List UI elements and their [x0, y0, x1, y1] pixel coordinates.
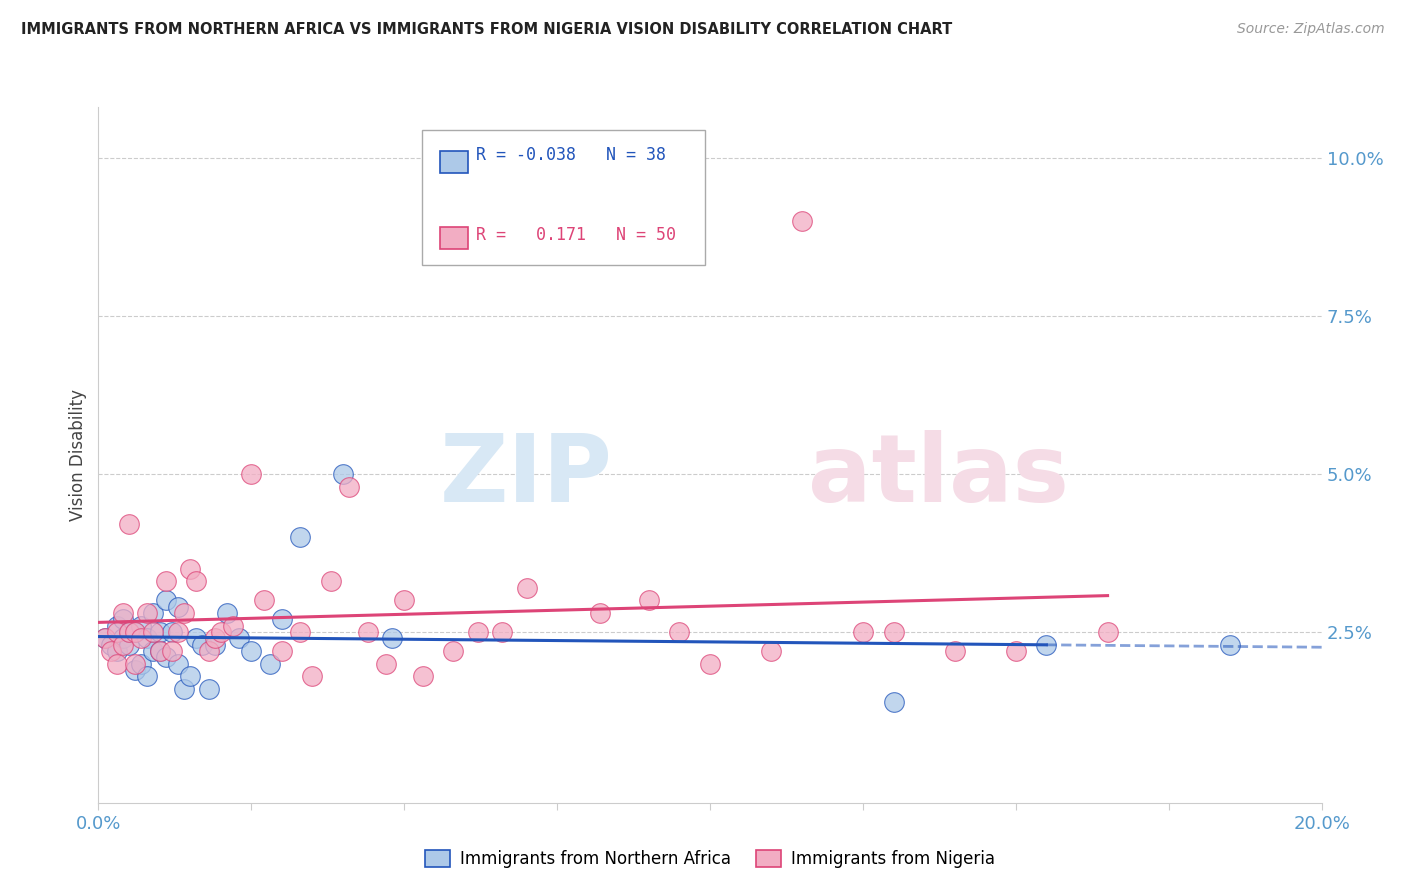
Point [883, 695, 905, 709]
Text: Source: ZipAtlas.com: Source: ZipAtlas.com [1237, 22, 1385, 37]
Point [392, 593, 416, 607]
Point [290, 530, 312, 544]
Point [155, 574, 177, 589]
Point [204, 638, 226, 652]
Point [209, 625, 232, 640]
Point [167, 657, 190, 671]
Point [142, 606, 165, 620]
Point [790, 214, 813, 228]
Point [204, 632, 226, 646]
Point [105, 644, 128, 658]
Point [136, 632, 159, 646]
Point [589, 606, 612, 620]
Point [124, 657, 146, 671]
Point [160, 644, 183, 658]
Point [136, 669, 159, 683]
Point [149, 644, 172, 658]
Point [412, 669, 434, 683]
Point [943, 644, 966, 658]
Point [129, 618, 152, 632]
Point [290, 625, 312, 640]
Point [270, 644, 292, 658]
Point [699, 657, 721, 671]
Point [179, 669, 201, 683]
Point [93, 632, 115, 646]
Point [337, 479, 360, 493]
Point [179, 562, 201, 576]
Point [111, 612, 134, 626]
Point [118, 625, 141, 640]
Point [240, 644, 263, 658]
Point [155, 650, 177, 665]
Point [167, 599, 190, 614]
Point [197, 681, 219, 696]
Point [111, 632, 134, 646]
Point [197, 644, 219, 658]
Point [105, 618, 128, 632]
Point [1004, 644, 1026, 658]
Point [124, 625, 146, 640]
Point [852, 625, 875, 640]
Point [191, 638, 214, 652]
Point [759, 644, 782, 658]
Point [142, 625, 165, 640]
Point [149, 644, 172, 658]
Point [186, 574, 208, 589]
Point [111, 638, 134, 652]
Point [105, 625, 128, 640]
Point [186, 632, 208, 646]
Text: IMMIGRANTS FROM NORTHERN AFRICA VS IMMIGRANTS FROM NIGERIA VISION DISABILITY COR: IMMIGRANTS FROM NORTHERN AFRICA VS IMMIG… [21, 22, 952, 37]
Point [883, 625, 905, 640]
Point [332, 467, 354, 481]
Text: R = -0.038   N = 38: R = -0.038 N = 38 [477, 145, 666, 163]
Point [222, 618, 245, 632]
Point [173, 681, 195, 696]
Point [124, 625, 146, 640]
Point [155, 593, 177, 607]
Y-axis label: Vision Disability: Vision Disability [69, 389, 87, 521]
Point [252, 593, 274, 607]
Point [381, 632, 404, 646]
Point [1035, 638, 1057, 652]
Point [270, 612, 292, 626]
Point [259, 657, 281, 671]
Point [356, 625, 378, 640]
Point [374, 657, 396, 671]
Point [441, 644, 464, 658]
Point [491, 625, 513, 640]
Point [149, 625, 172, 640]
Point [240, 467, 263, 481]
Point [467, 625, 489, 640]
Point [160, 625, 183, 640]
Point [142, 644, 165, 658]
Text: R =   0.171   N = 50: R = 0.171 N = 50 [477, 227, 676, 244]
Point [100, 638, 122, 652]
Point [167, 625, 190, 640]
Point [668, 625, 690, 640]
Point [111, 606, 134, 620]
Point [301, 669, 323, 683]
Point [1097, 625, 1119, 640]
Point [118, 625, 141, 640]
Point [129, 632, 152, 646]
Point [124, 663, 146, 677]
Point [228, 632, 250, 646]
Point [105, 657, 128, 671]
Text: atlas: atlas [808, 430, 1069, 522]
Point [93, 632, 115, 646]
Point [118, 517, 141, 532]
Point [100, 644, 122, 658]
Point [215, 606, 238, 620]
Legend: Immigrants from Northern Africa, Immigrants from Nigeria: Immigrants from Northern Africa, Immigra… [419, 843, 1001, 874]
Point [173, 606, 195, 620]
Point [129, 657, 152, 671]
Text: ZIP: ZIP [439, 430, 612, 522]
Point [1219, 638, 1241, 652]
Point [637, 593, 661, 607]
Point [118, 638, 141, 652]
Point [136, 606, 159, 620]
Point [516, 581, 538, 595]
Point [319, 574, 342, 589]
